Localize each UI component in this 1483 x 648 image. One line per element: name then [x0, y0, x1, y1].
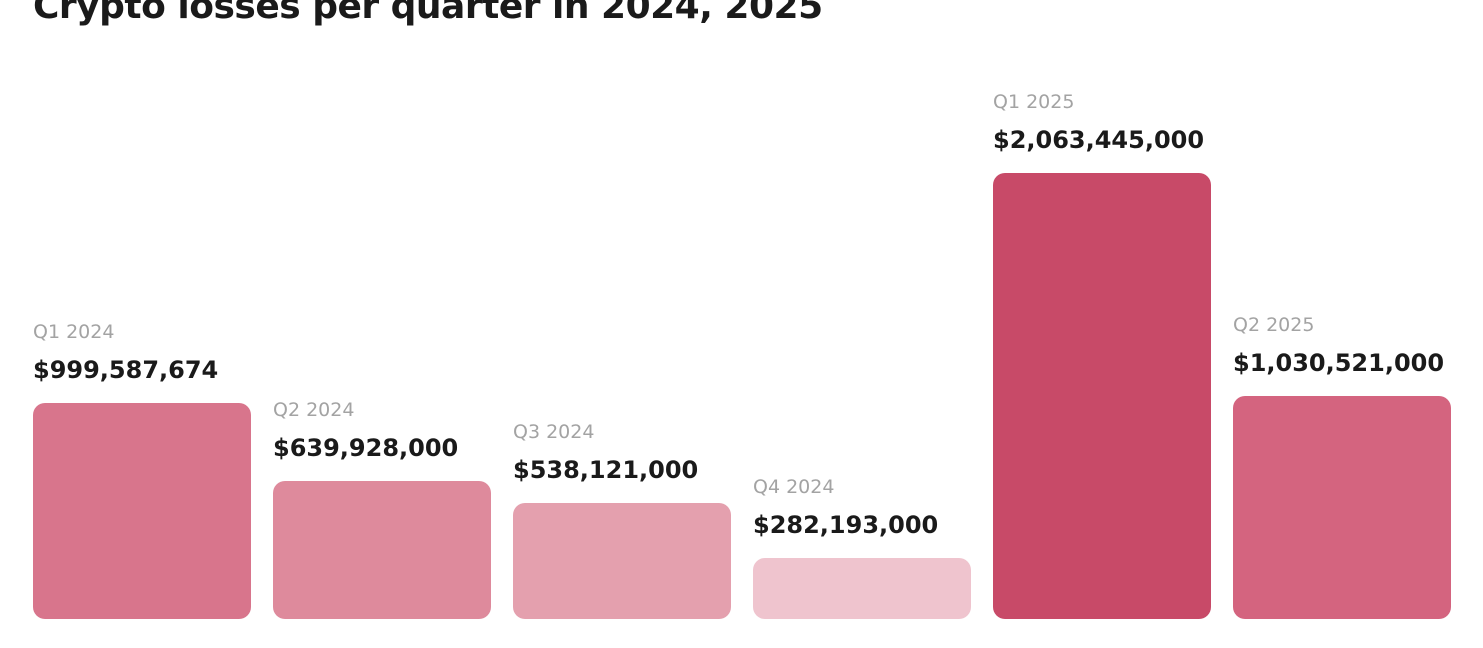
- bar: [273, 480, 491, 619]
- bar-value-label: $282,193,000: [753, 511, 939, 539]
- bar-value-label: $639,928,000: [273, 433, 459, 462]
- bar: [33, 402, 251, 619]
- bar-value-label: $1,030,521,000: [1233, 349, 1445, 378]
- bar: [513, 502, 731, 619]
- bar-value-label: $999,587,674: [33, 355, 219, 384]
- bar-category-label: Q2 2025: [1233, 314, 1315, 337]
- bar-category-label: Q1 2024: [33, 320, 115, 343]
- bar-category-label: Q3 2024: [513, 420, 595, 443]
- bar-category-label: Q4 2024: [753, 476, 835, 498]
- bar: [1233, 396, 1451, 619]
- bar: [753, 558, 971, 619]
- bar-category-label: Q1 2025: [993, 91, 1075, 113]
- bar: [993, 173, 1211, 619]
- chart-title: Crypto losses per quarter in 2024, 2025: [33, 0, 823, 27]
- bar-value-label: $2,063,445,000: [993, 126, 1205, 154]
- bar-value-label: $538,121,000: [513, 455, 699, 484]
- bar-category-label: Q2 2024: [273, 398, 355, 421]
